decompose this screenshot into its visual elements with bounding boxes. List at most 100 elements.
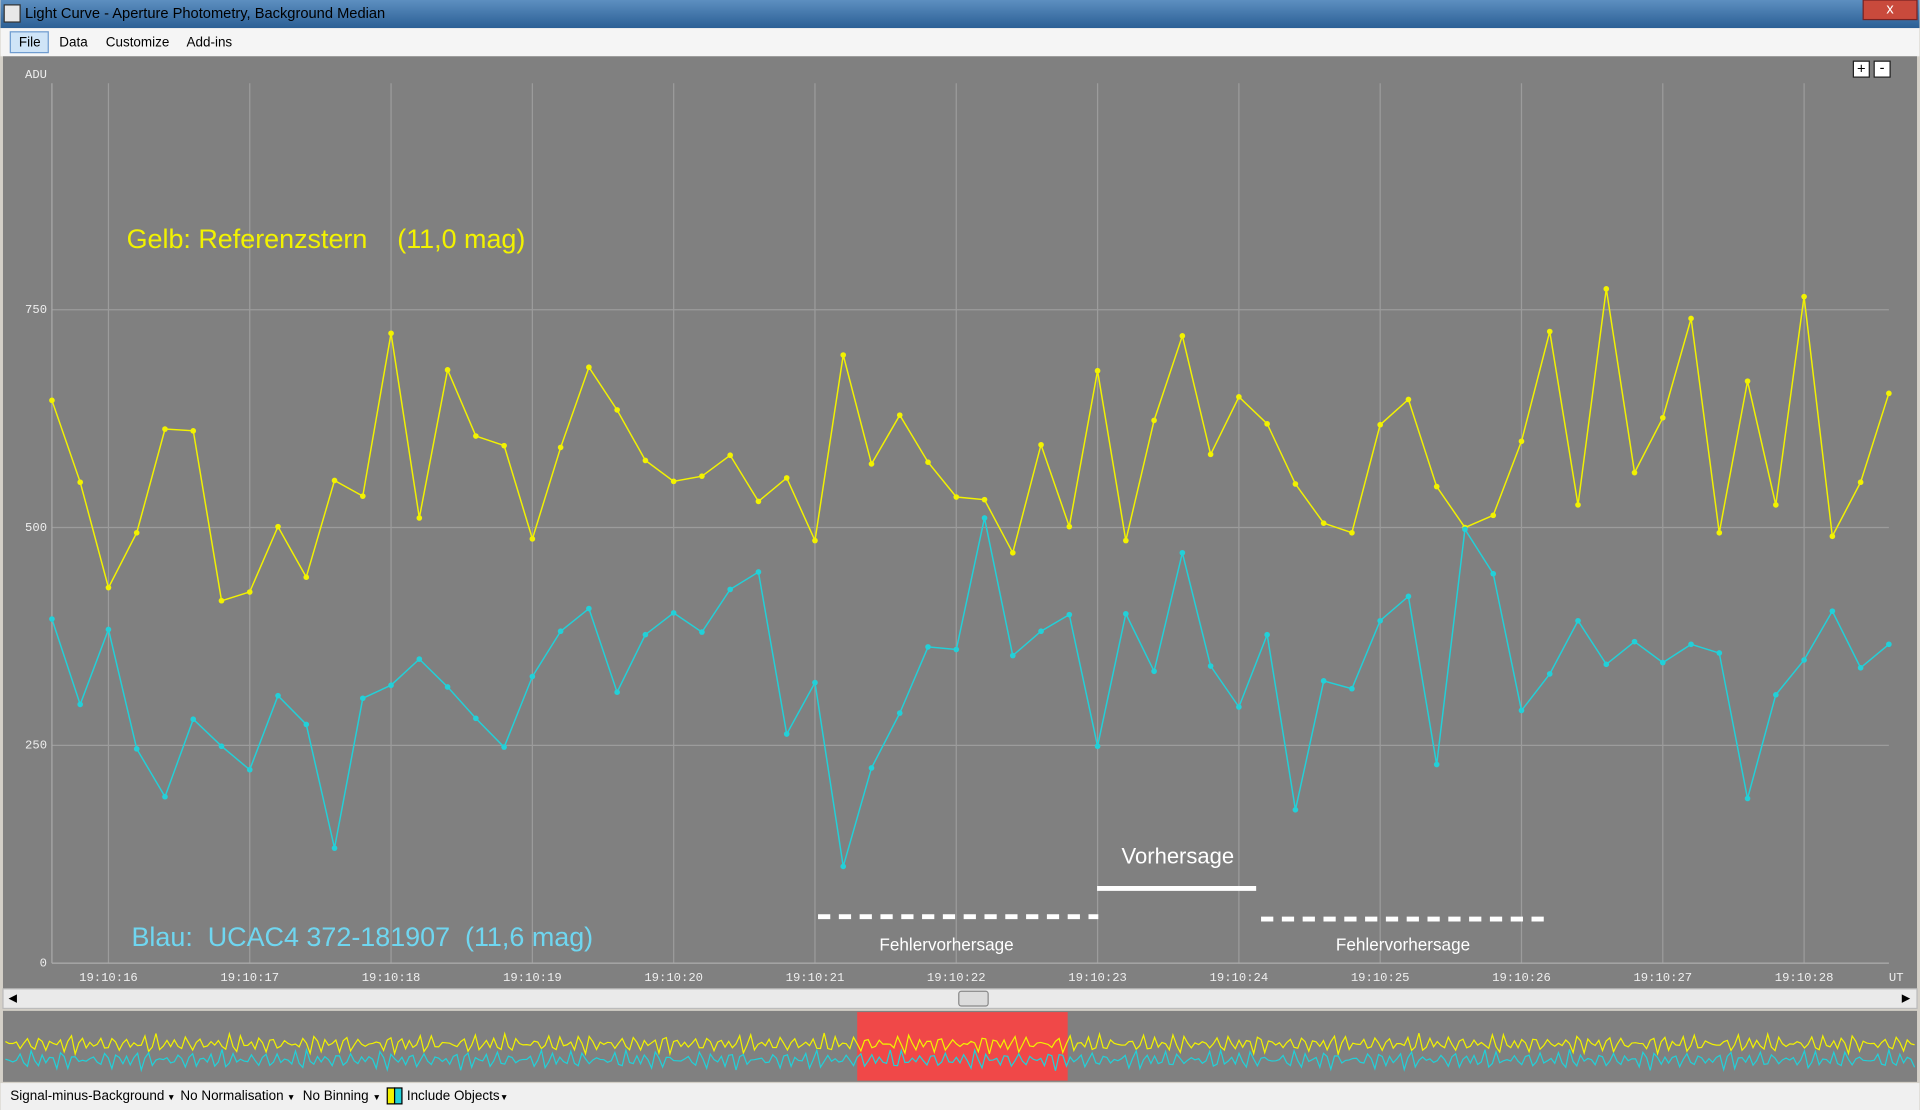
status-dropdown[interactable]: Include Objects xyxy=(407,1088,500,1103)
data-point xyxy=(133,746,140,752)
data-point xyxy=(473,715,479,722)
data-point xyxy=(190,428,197,434)
y-tick-label: 500 xyxy=(25,521,47,535)
data-point xyxy=(1659,659,1666,666)
series-annotation: Gelb: Referenzstern (11,0 mag) xyxy=(127,224,526,254)
data-point xyxy=(953,494,960,500)
data-point xyxy=(416,515,423,521)
y-tick-label: 250 xyxy=(25,739,47,753)
menu-highlight xyxy=(9,31,49,54)
status-dropdown[interactable]: Signal-minus-Background xyxy=(10,1088,164,1103)
menu-item[interactable]: File xyxy=(19,34,41,49)
data-point xyxy=(1038,628,1044,635)
status-bar xyxy=(0,1083,1920,1110)
data-point xyxy=(1207,451,1214,458)
data-point xyxy=(1038,441,1044,448)
objects-icon xyxy=(393,1087,403,1105)
data-point xyxy=(218,743,225,750)
data-point xyxy=(1066,611,1073,618)
data-point xyxy=(1236,394,1242,400)
zoom-out-button[interactable] xyxy=(1873,60,1891,78)
data-point xyxy=(1292,806,1299,813)
data-point xyxy=(1744,795,1751,802)
menu-item[interactable]: Data xyxy=(59,34,88,49)
data-point xyxy=(359,493,366,499)
scroll-right[interactable]: ▶ xyxy=(1902,993,1911,1005)
data-point xyxy=(1603,661,1610,668)
data-point xyxy=(1631,469,1638,476)
data-point xyxy=(727,586,734,593)
y-tick-label: 0 xyxy=(40,956,47,970)
zoom-in-button[interactable] xyxy=(1852,60,1870,78)
x-tick-label: 19:10:25 xyxy=(1351,971,1410,985)
data-point xyxy=(1773,502,1779,508)
data-point xyxy=(1801,293,1807,300)
data-point xyxy=(953,646,960,653)
data-point xyxy=(77,701,84,708)
data-point xyxy=(840,863,847,870)
overview-trace xyxy=(5,1031,1915,1057)
series-line xyxy=(51,517,1890,867)
data-point xyxy=(1292,481,1299,487)
data-point xyxy=(642,457,649,464)
status-dropdown[interactable]: No Binning xyxy=(303,1088,369,1103)
x-tick-label: 19:10:28 xyxy=(1775,971,1834,985)
zoom-out-icon: - xyxy=(1880,60,1885,76)
data-point xyxy=(246,589,253,595)
data-point xyxy=(1123,610,1129,617)
scroll-left[interactable]: ◀ xyxy=(9,993,18,1005)
data-point xyxy=(1009,652,1016,659)
data-point xyxy=(1603,286,1610,292)
data-point xyxy=(586,364,592,371)
overview-selection[interactable] xyxy=(857,1012,1068,1081)
data-point xyxy=(1433,761,1440,768)
zoom-in-icon: + xyxy=(1857,62,1866,78)
data-point xyxy=(1575,502,1581,508)
dropdown-arrow: ▼ xyxy=(373,1092,381,1102)
data-point xyxy=(1546,328,1553,335)
data-point xyxy=(162,426,168,432)
dropdown-arrow: ▼ xyxy=(287,1092,295,1102)
data-point xyxy=(1433,483,1440,490)
data-point xyxy=(388,682,394,689)
data-point xyxy=(105,584,112,591)
data-point xyxy=(1688,315,1694,322)
scroll-thumb[interactable] xyxy=(958,990,989,1007)
data-point xyxy=(77,479,84,486)
data-point xyxy=(1066,523,1073,530)
data-point xyxy=(586,605,592,612)
plot-area xyxy=(2,56,1918,989)
x-tick-label: 19:10:23 xyxy=(1068,971,1127,985)
x-tick-label: 19:10:21 xyxy=(786,971,845,985)
data-point xyxy=(331,477,338,484)
x-tick-label: 19:10:27 xyxy=(1633,971,1692,985)
data-point xyxy=(614,407,620,413)
data-point xyxy=(275,523,281,530)
title-bar xyxy=(0,0,1920,29)
data-point xyxy=(1829,533,1836,540)
data-point xyxy=(501,744,507,750)
data-point xyxy=(1207,663,1214,669)
menu-item[interactable]: Add-ins xyxy=(187,34,233,49)
data-point xyxy=(557,628,564,635)
data-point xyxy=(1744,378,1751,384)
data-point xyxy=(981,496,988,503)
window-title: Light Curve - Aperture Photometry, Backg… xyxy=(25,6,385,22)
data-point xyxy=(1490,512,1497,519)
x-tick-label: 19:10:18 xyxy=(362,971,421,985)
data-point xyxy=(1716,650,1723,656)
data-point xyxy=(1575,617,1581,624)
menu-item[interactable]: Customize xyxy=(106,34,170,49)
status-dropdown[interactable]: No Normalisation xyxy=(180,1088,283,1103)
data-point xyxy=(783,475,790,481)
data-point xyxy=(896,710,903,716)
data-point xyxy=(303,574,310,581)
data-point xyxy=(1349,529,1355,536)
data-point xyxy=(1462,526,1468,533)
data-point xyxy=(1349,685,1355,692)
close-button[interactable] xyxy=(1862,0,1918,21)
x-tick-label: 19:10:22 xyxy=(927,971,986,985)
data-point xyxy=(1094,367,1101,374)
